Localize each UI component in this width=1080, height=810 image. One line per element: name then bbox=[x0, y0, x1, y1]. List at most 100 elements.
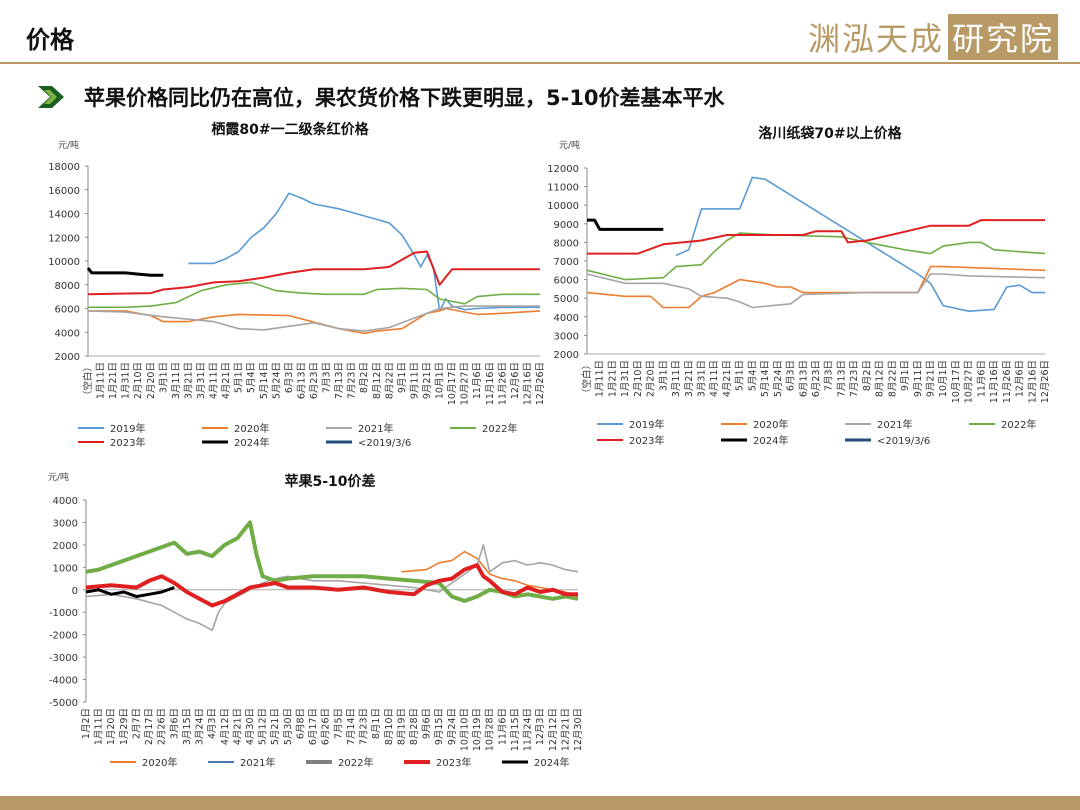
x-tick-label: 11月16日 bbox=[989, 360, 1000, 403]
legend-label: 2023年 bbox=[629, 434, 664, 447]
x-tick-label: 2月20日 bbox=[146, 362, 157, 399]
series-line-2024年 bbox=[86, 267, 164, 277]
series-line-2020年 bbox=[401, 550, 579, 598]
y-tick-label: 18000 bbox=[48, 162, 80, 173]
x-tick-label: 3月24日 bbox=[195, 708, 206, 745]
x-tick-label: 6月13日 bbox=[798, 360, 809, 397]
x-tick-label: 12月12日 bbox=[548, 708, 559, 751]
y-tick-label: -5000 bbox=[49, 698, 78, 709]
x-tick-label: 11月15日 bbox=[510, 708, 521, 751]
series-line-2023年 bbox=[587, 219, 1045, 255]
y-tick-label: 7000 bbox=[554, 257, 579, 268]
y-tick-label: 1000 bbox=[53, 563, 78, 574]
x-tick-label: 8月28日 bbox=[409, 708, 420, 745]
x-tick-label: 5月14日 bbox=[760, 360, 771, 397]
x-tick-label: 6月3日 bbox=[284, 362, 295, 393]
y-tick-label: 2000 bbox=[55, 352, 80, 363]
x-tick-label: 1月11日 bbox=[595, 360, 606, 397]
y-tick-label: 16000 bbox=[48, 186, 80, 197]
x-tick-label: 10月28日 bbox=[485, 708, 496, 751]
x-tick-label: 8月2日 bbox=[359, 362, 370, 393]
y-tick-label: 8000 bbox=[55, 281, 80, 292]
x-tick-label: 9月21日 bbox=[422, 362, 433, 399]
x-tick-label: 1月29日 bbox=[119, 708, 130, 745]
x-tick-label: 12月21日 bbox=[560, 708, 571, 751]
y-tick-label: 11000 bbox=[547, 183, 579, 194]
x-tick-label: 3月31日 bbox=[697, 360, 708, 397]
series-line-2022年 bbox=[586, 232, 1046, 281]
x-tick-label: 7月3日 bbox=[824, 360, 835, 391]
x-tick-label: 6月23日 bbox=[309, 362, 320, 399]
series-line-2020年 bbox=[586, 265, 1046, 309]
x-tick-label: 6月8日 bbox=[295, 708, 306, 739]
y-tick-label: 10000 bbox=[48, 257, 80, 268]
x-tick-label: 12月16日 bbox=[1027, 360, 1038, 403]
x-tick-label: 5月21日 bbox=[270, 708, 281, 745]
x-tick-label: 4月21日 bbox=[221, 362, 232, 399]
legend-label: 2022年 bbox=[482, 422, 517, 435]
series-line-2024年 bbox=[587, 218, 664, 231]
y-tick-label: 8000 bbox=[554, 238, 579, 249]
x-tick-label: 1月21日 bbox=[607, 360, 618, 397]
x-tick-label: 12月16日 bbox=[522, 362, 533, 405]
x-tick-label: 9月24日 bbox=[447, 708, 458, 745]
x-tick-label: 9月11日 bbox=[409, 362, 420, 399]
series-line-2023年 bbox=[85, 563, 578, 608]
x-tick-label: 8月2日 bbox=[862, 360, 873, 391]
x-tick-label: 7月3日 bbox=[322, 362, 333, 393]
x-tick-label: 9月1日 bbox=[900, 360, 911, 391]
chart-apple-spread: 苹果5-10价差 元/吨 4000 3000 2000 1000 0 -1000 -2000 -3… bbox=[48, 471, 584, 769]
y-tick-label: 14000 bbox=[48, 210, 80, 221]
series-line-2022年 bbox=[88, 281, 540, 309]
x-tick-label: 7月23日 bbox=[347, 362, 358, 399]
x-tick-label: 8月12日 bbox=[875, 360, 886, 397]
x-tick-label: 7月23日 bbox=[849, 360, 860, 397]
legend-label: 2021年 bbox=[358, 422, 393, 435]
x-tick-label: 3月11日 bbox=[671, 360, 682, 397]
x-tick-label: 2月26日 bbox=[157, 708, 168, 745]
x-tick-label: 5月14日 bbox=[259, 362, 270, 399]
x-tick-label: 3月1日 bbox=[158, 362, 169, 393]
x-tick-label: 5月30日 bbox=[283, 708, 294, 745]
x-tick-label: 8月12日 bbox=[372, 362, 383, 399]
x-tick-label: 7月13日 bbox=[334, 362, 345, 399]
x-tick-label: 5月24日 bbox=[773, 360, 784, 397]
x-tick-label: 10月1日 bbox=[938, 360, 949, 397]
x-tick-label: 11月24日 bbox=[523, 708, 534, 751]
y-tick-label: 4000 bbox=[53, 496, 78, 507]
x-tick-label: 10月17日 bbox=[447, 362, 458, 405]
x-tick-label: 2月7日 bbox=[131, 708, 142, 739]
x-tick-label: 4月21日 bbox=[232, 708, 243, 745]
y-tick-label: 4000 bbox=[554, 313, 579, 324]
x-tick-label: 4月30日 bbox=[245, 708, 256, 745]
legend-label: 2021年 bbox=[877, 418, 912, 431]
y-tick-label: 3000 bbox=[554, 331, 579, 342]
legend-label: 2020年 bbox=[142, 756, 177, 769]
x-tick-label: 4月11日 bbox=[209, 362, 220, 399]
x-tick-label: 1月11日 bbox=[96, 362, 107, 399]
x-tick-label: 3月15日 bbox=[182, 708, 193, 745]
x-tick-label: 5月4日 bbox=[246, 362, 257, 393]
legend-label: 2019年 bbox=[110, 422, 145, 435]
chart-title: 洛川纸袋70#以上价格 bbox=[758, 125, 902, 142]
y-tick-label: 4000 bbox=[55, 328, 80, 339]
x-tick-label: 5月4日 bbox=[747, 360, 758, 391]
x-tick-label: 6月26日 bbox=[321, 708, 332, 745]
x-tick-label: 9月1日 bbox=[397, 362, 408, 393]
brand-logo: 渊泓天成 研究院 bbox=[808, 14, 1058, 60]
series-line-2019年 bbox=[188, 192, 540, 312]
x-tick-label: 1月11日 bbox=[94, 708, 105, 745]
x-tick-label: 12月6日 bbox=[1015, 360, 1026, 397]
x-tick-label: 11月6日 bbox=[497, 708, 508, 745]
x-tick-label: 11月26日 bbox=[1002, 360, 1013, 403]
x-tick-label: 10月10日 bbox=[459, 708, 470, 751]
y-tick-label: 6000 bbox=[554, 276, 579, 287]
x-tick-label: 9月21日 bbox=[926, 360, 937, 397]
headline: 苹果价格同比仍在高位，果农货价格下跌更明显，5-10价差基本平水 bbox=[84, 86, 725, 110]
footer-bar bbox=[0, 796, 1080, 810]
y-tick-label: 10000 bbox=[547, 201, 579, 212]
x-tick-label: 10月27日 bbox=[964, 360, 975, 403]
x-tick-label: 11月6日 bbox=[472, 362, 483, 399]
